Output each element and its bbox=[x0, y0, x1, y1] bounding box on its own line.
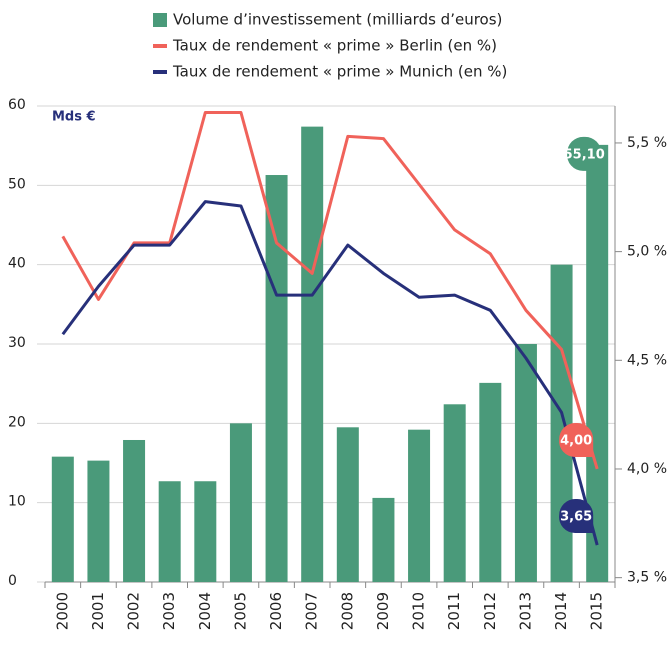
bar bbox=[229, 423, 252, 582]
callout: 3,65 bbox=[559, 499, 594, 534]
x-tick-label: 2013 bbox=[516, 592, 534, 630]
bar bbox=[301, 126, 324, 583]
legend-label: Taux de rendement « prime » Munich (en %… bbox=[172, 63, 507, 81]
x-tick-label: 2009 bbox=[374, 592, 392, 630]
x-tick-label: 2010 bbox=[410, 592, 428, 630]
y-tick-label: 60 bbox=[8, 97, 26, 113]
y-tick-label: 50 bbox=[8, 176, 26, 192]
line bbox=[61, 200, 599, 546]
bar bbox=[336, 427, 359, 582]
legend-swatch bbox=[153, 44, 167, 48]
y-tick-label: 30 bbox=[8, 335, 26, 351]
y2-tick-label: 5,5 % bbox=[627, 135, 667, 151]
line bbox=[61, 111, 599, 470]
x-tick-label: 2000 bbox=[53, 592, 71, 630]
x-tick-label: 2014 bbox=[552, 592, 570, 630]
bar bbox=[87, 460, 110, 582]
y-axis-label: Mds € bbox=[52, 110, 96, 125]
bar bbox=[408, 429, 431, 582]
x-tick-label: 2015 bbox=[588, 592, 606, 630]
data-label: 3,65 bbox=[560, 510, 592, 525]
callout: 55,10 bbox=[564, 136, 605, 171]
x-tick-label: 2007 bbox=[303, 592, 321, 630]
bar bbox=[550, 264, 573, 582]
bar bbox=[158, 481, 181, 582]
callout: 4,00 bbox=[559, 422, 594, 457]
callout-bubble bbox=[567, 136, 602, 171]
x-tick-label: 2006 bbox=[267, 592, 285, 630]
data-label: 55,10 bbox=[564, 147, 605, 162]
y2-tick-label: 3,5 % bbox=[627, 570, 667, 586]
data-label: 4,00 bbox=[560, 433, 592, 448]
y2-tick-label: 4,5 % bbox=[627, 352, 667, 368]
y-tick-label: 40 bbox=[8, 256, 26, 272]
bar bbox=[479, 382, 502, 582]
y-tick-label: 20 bbox=[8, 414, 26, 430]
bar bbox=[123, 439, 146, 582]
legend-label: Volume d’investissement (milliards d’eur… bbox=[173, 11, 502, 29]
y-tick-label: 10 bbox=[8, 494, 26, 510]
x-tick-label: 2002 bbox=[125, 592, 143, 630]
legend-label: Taux de rendement « prime » Berlin (en %… bbox=[172, 37, 497, 55]
bar bbox=[443, 404, 466, 582]
x-tick-label: 2008 bbox=[338, 592, 356, 630]
callout-bubble bbox=[559, 499, 594, 534]
x-tick-label: 2001 bbox=[89, 592, 107, 630]
bar bbox=[265, 175, 288, 582]
y-tick-label: 0 bbox=[8, 573, 17, 589]
bar bbox=[372, 497, 395, 582]
x-tick-label: 2004 bbox=[196, 592, 214, 630]
bar bbox=[514, 344, 537, 582]
x-tick-label: 2005 bbox=[231, 592, 249, 630]
x-tick-label: 2012 bbox=[481, 592, 499, 630]
bar bbox=[586, 144, 609, 582]
callout-bubble bbox=[559, 422, 594, 457]
legend-swatch bbox=[153, 70, 167, 74]
legend-swatch bbox=[153, 13, 167, 27]
y2-tick-label: 5,0 % bbox=[627, 244, 667, 260]
y2-tick-label: 4,0 % bbox=[627, 461, 667, 477]
bar bbox=[194, 481, 217, 582]
x-tick-label: 2011 bbox=[445, 592, 463, 630]
bar bbox=[51, 456, 74, 582]
x-tick-label: 2003 bbox=[160, 592, 178, 630]
